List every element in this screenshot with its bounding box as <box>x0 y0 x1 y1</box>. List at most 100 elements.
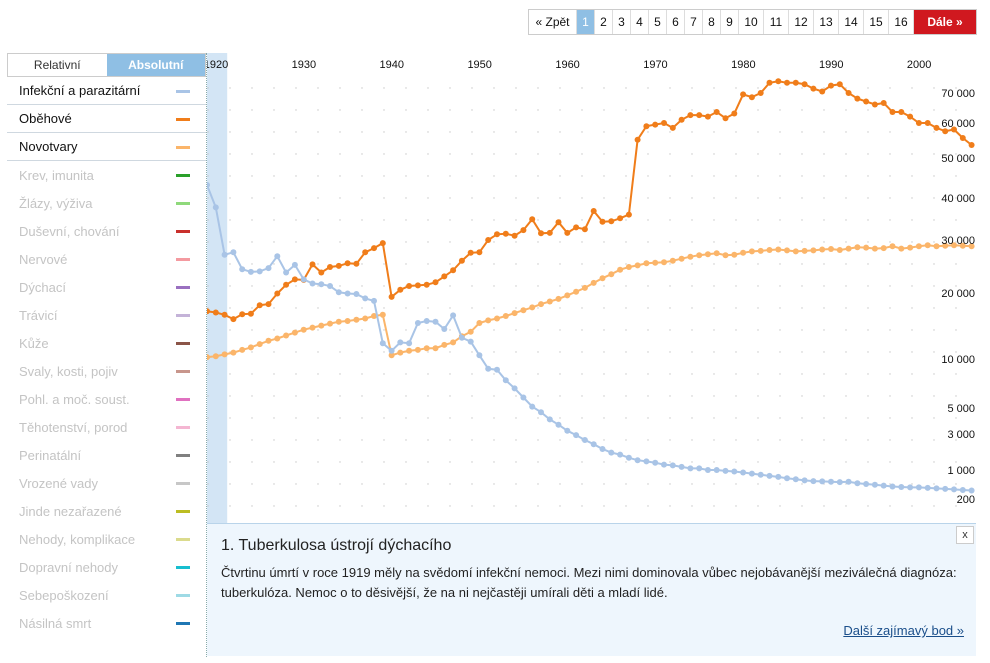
category-item[interactable]: Nervové <box>7 245 206 273</box>
data-point <box>485 237 492 243</box>
grid-dot <box>449 373 451 375</box>
category-item[interactable]: Jinde nezařazené <box>7 497 206 525</box>
data-point <box>784 247 790 254</box>
pager-page-1[interactable]: 1 <box>577 10 595 34</box>
pager-page-16[interactable]: 16 <box>889 10 914 34</box>
tab-absolute[interactable]: Absolutní <box>106 54 205 76</box>
pager-page-7[interactable]: 7 <box>685 10 703 34</box>
category-item[interactable]: Sebepoškození <box>7 581 206 609</box>
pager-page-2[interactable]: 2 <box>595 10 613 34</box>
category-item[interactable]: Krev, imunita <box>7 161 206 189</box>
pager-page-6[interactable]: 6 <box>667 10 685 34</box>
data-point <box>494 315 500 322</box>
grid-dot <box>713 197 715 199</box>
grid-dot <box>273 439 275 441</box>
category-item[interactable]: Duševní, chování <box>7 217 206 245</box>
category-item[interactable]: Pohl. a moč. soust. <box>7 385 206 413</box>
data-point <box>388 352 395 359</box>
pager-page-8[interactable]: 8 <box>703 10 721 34</box>
grid-dot <box>471 461 473 463</box>
category-item[interactable]: Žlázy, výživa <box>7 189 206 217</box>
grid-dot <box>449 87 451 89</box>
grid-dot <box>559 373 561 375</box>
data-point <box>335 289 342 296</box>
grid-dot <box>779 351 781 353</box>
category-item[interactable]: Novotvary <box>7 133 206 161</box>
grid-dot <box>559 505 561 507</box>
pager-page-3[interactable]: 3 <box>613 10 631 34</box>
category-item[interactable]: Nehody, komplikace <box>7 525 206 553</box>
pager-page-15[interactable]: 15 <box>864 10 889 34</box>
grid-dot <box>493 285 495 287</box>
data-point <box>529 304 536 311</box>
grid-dot <box>229 461 231 463</box>
category-item[interactable]: Násilná smrt <box>7 609 206 637</box>
next-point-link[interactable]: Další zajímavý bod » <box>843 623 964 638</box>
grid-dot <box>405 87 407 89</box>
pager-next-button[interactable]: Dále » <box>914 10 976 34</box>
data-point <box>907 244 914 251</box>
category-item[interactable]: Trávicí <box>7 301 206 329</box>
grid-dot <box>251 395 253 397</box>
category-item[interactable]: Dýchací <box>7 273 206 301</box>
category-item[interactable]: Oběhové <box>7 105 206 133</box>
grid-dot <box>713 395 715 397</box>
pager-page-10[interactable]: 10 <box>739 10 764 34</box>
close-button[interactable]: x <box>956 526 974 544</box>
data-point <box>207 354 210 361</box>
pager-back-button[interactable]: « Zpět <box>529 10 577 34</box>
pager-page-9[interactable]: 9 <box>721 10 739 34</box>
grid-dot <box>295 483 297 485</box>
data-point <box>959 487 966 493</box>
pager-page-14[interactable]: 14 <box>839 10 864 34</box>
grid-dot <box>691 175 693 177</box>
grid-dot <box>669 505 671 507</box>
grid-dot <box>823 219 825 221</box>
category-item[interactable]: Těhotenství, porod <box>7 413 206 441</box>
category-item[interactable]: Kůže <box>7 329 206 357</box>
grid-dot <box>691 329 693 331</box>
y-tick-label: 40 000 <box>941 193 975 205</box>
category-item[interactable]: Svaly, kosti, pojiv <box>7 357 206 385</box>
grid-dot <box>317 461 319 463</box>
category-label: Násilná smrt <box>19 615 92 631</box>
grid-dot <box>757 285 759 287</box>
tab-relative[interactable]: Relativní <box>8 54 107 76</box>
data-point <box>951 126 957 133</box>
grid-dot <box>383 439 385 441</box>
grid-dot <box>933 87 935 89</box>
category-item[interactable]: Infekční a parazitární <box>7 77 206 105</box>
pager-page-4[interactable]: 4 <box>631 10 649 34</box>
pager-page-5[interactable]: 5 <box>649 10 667 34</box>
data-point <box>538 301 544 308</box>
grid-dot <box>757 175 759 177</box>
grid-dot <box>823 153 825 155</box>
grid-dot <box>801 439 803 441</box>
data-point <box>555 421 562 428</box>
grid-dot <box>207 307 209 309</box>
grid-dot <box>229 131 231 133</box>
pager-page-13[interactable]: 13 <box>814 10 839 34</box>
data-point <box>836 479 843 486</box>
category-item[interactable]: Dopravní nehody <box>7 553 206 581</box>
grid-dot <box>625 307 627 309</box>
grid-dot <box>603 109 605 111</box>
grid-dot <box>515 439 517 441</box>
grid-dot <box>537 175 539 177</box>
grid-dot <box>273 219 275 221</box>
category-label: Jinde nezařazené <box>19 503 122 519</box>
data-point <box>617 266 624 273</box>
pager-page-12[interactable]: 12 <box>789 10 814 34</box>
data-point <box>388 293 395 300</box>
category-label: Nehody, komplikace <box>19 531 136 547</box>
grid-dot <box>273 241 275 243</box>
y-tick-label: 20 000 <box>941 288 975 300</box>
data-point <box>968 243 975 250</box>
grid-dot <box>559 263 561 265</box>
category-item[interactable]: Vrozené vady <box>7 469 206 497</box>
grid-dot <box>581 505 583 507</box>
pager-page-11[interactable]: 11 <box>764 10 789 34</box>
category-item[interactable]: Perinatální <box>7 441 206 469</box>
grid-dot <box>449 307 451 309</box>
data-point <box>221 251 228 258</box>
